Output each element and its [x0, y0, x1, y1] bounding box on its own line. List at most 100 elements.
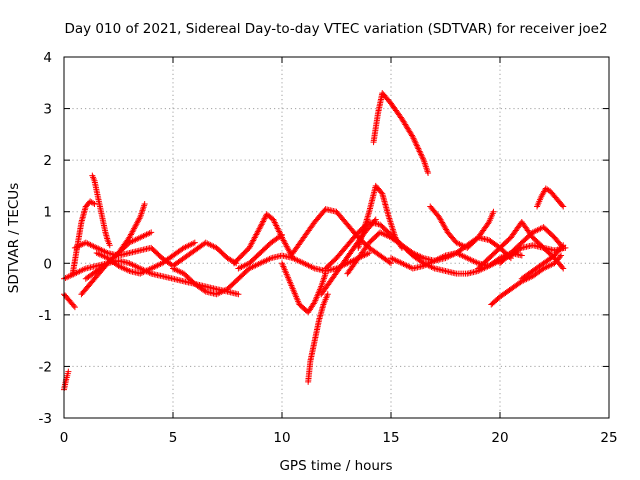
- data-point: [106, 242, 113, 249]
- data-point: [388, 221, 395, 228]
- x-tick-label: 15: [382, 430, 399, 446]
- data-point: [560, 265, 567, 272]
- y-tick-label: -3: [39, 411, 52, 427]
- series-sat-i: [93, 239, 198, 277]
- data-point: [398, 244, 405, 251]
- data-point: [414, 144, 421, 151]
- chart-title: Day 010 of 2021, Sidereal Day-to-day VTE…: [64, 21, 607, 37]
- y-tick-label: 3: [43, 102, 52, 118]
- data-point: [417, 149, 424, 156]
- axis-ticks: [63, 56, 610, 419]
- data-point: [397, 243, 404, 250]
- series-sat-v: [427, 203, 497, 251]
- data-point: [260, 217, 267, 224]
- data-point: [386, 259, 393, 266]
- data-point: [91, 200, 98, 207]
- data-point: [387, 220, 394, 227]
- data-point: [191, 239, 198, 246]
- data-point: [425, 170, 432, 177]
- data-point: [418, 152, 425, 159]
- data-point: [560, 242, 567, 249]
- y-tick-label: 2: [43, 153, 52, 169]
- y-tick-label: 0: [43, 256, 52, 272]
- data-point: [310, 300, 317, 307]
- data-point: [412, 139, 419, 146]
- data-point: [366, 249, 373, 256]
- data-point: [560, 203, 567, 210]
- data-point: [289, 253, 296, 260]
- series-sat-l: [235, 231, 285, 272]
- series-sat-s: [355, 182, 405, 251]
- data-point: [411, 138, 418, 145]
- data-point: [260, 218, 267, 225]
- y-tick-label: 4: [43, 50, 52, 66]
- data-point: [410, 135, 417, 142]
- data-point: [559, 264, 566, 271]
- data-point: [324, 291, 331, 298]
- data-point: [289, 255, 296, 262]
- data-point: [490, 208, 497, 215]
- series-sat-g: [82, 200, 148, 282]
- data-point: [387, 218, 394, 225]
- data-point: [559, 202, 566, 209]
- x-tick-labels: 0 5 10 15 20 25: [60, 430, 618, 446]
- x-tick-label: 0: [60, 430, 69, 446]
- data-point: [257, 222, 264, 229]
- y-axis-label: SDTVAR / TECUs: [6, 183, 22, 293]
- x-axis-label: GPS time / hours: [279, 458, 392, 474]
- data-point: [415, 145, 422, 152]
- data-point: [411, 136, 418, 143]
- data-point: [148, 229, 155, 236]
- data-point: [415, 146, 422, 153]
- x-tick-label: 25: [600, 430, 617, 446]
- data-point: [71, 304, 78, 311]
- data-point: [70, 302, 77, 309]
- data-point: [518, 252, 525, 259]
- data-point: [417, 151, 424, 158]
- series-sat-c: [69, 198, 98, 277]
- data-point: [388, 260, 394, 267]
- data-point: [65, 368, 72, 375]
- x-tick-label: 10: [273, 430, 290, 446]
- data-point: [385, 213, 392, 220]
- data-point: [277, 232, 284, 239]
- data-point: [141, 200, 148, 207]
- series-sat-j: [170, 249, 373, 298]
- data-point: [90, 200, 97, 207]
- series-sat-t: [370, 90, 432, 177]
- grid-lines: [64, 57, 609, 418]
- data-point: [558, 252, 565, 259]
- data-point: [419, 154, 426, 161]
- data-points: [61, 90, 569, 393]
- data-point: [420, 155, 427, 162]
- y-tick-label: 1: [43, 205, 52, 221]
- series-sat-h: [78, 229, 155, 298]
- data-point: [257, 224, 264, 231]
- data-point: [386, 215, 393, 222]
- y-tick-labels: -3 -2 -1 0 1 2 3 4: [39, 50, 52, 427]
- data-point: [416, 148, 423, 155]
- series-sat-k: [231, 211, 296, 267]
- data-point: [559, 243, 566, 250]
- data-point: [386, 217, 393, 224]
- series-sat-w: [488, 252, 565, 308]
- data-point: [261, 215, 268, 222]
- data-point: [259, 219, 266, 226]
- y-tick-label: -1: [39, 308, 52, 324]
- data-point: [201, 287, 208, 294]
- data-point: [409, 133, 416, 140]
- series-sat-z: [534, 185, 567, 210]
- data-point: [413, 141, 420, 148]
- data-point: [485, 220, 492, 227]
- data-point: [136, 215, 143, 222]
- data-point: [321, 207, 328, 214]
- data-point: [279, 231, 285, 238]
- x-tick-label: 5: [169, 430, 178, 446]
- data-point: [258, 221, 265, 228]
- series-sat-aa: [475, 219, 567, 272]
- data-point: [556, 253, 563, 260]
- data-point: [389, 226, 396, 233]
- x-tick-label: 20: [491, 430, 508, 446]
- data-point: [413, 142, 420, 149]
